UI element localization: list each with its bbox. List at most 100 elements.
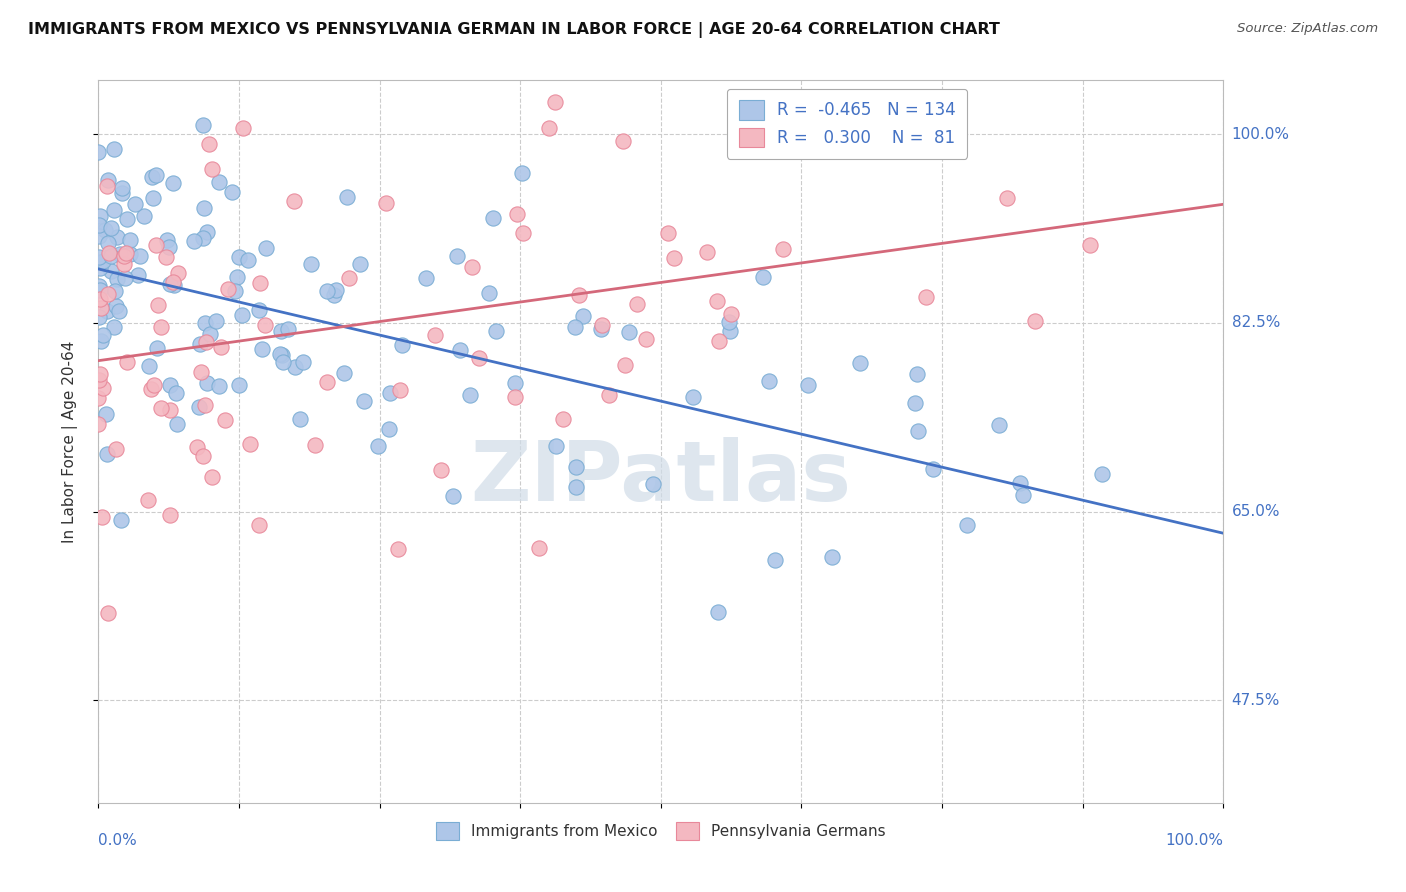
Point	[612, 134, 634, 148]
Text: Source: ZipAtlas.com: Source: ZipAtlas.com	[1237, 22, 1378, 36]
Point	[707, 334, 730, 348]
Point	[224, 284, 246, 298]
Legend: Immigrants from Mexico, Pennsylvania Germans: Immigrants from Mexico, Pennsylvania Ger…	[430, 816, 891, 846]
Point	[87, 228, 110, 243]
Point	[201, 470, 224, 484]
Point	[662, 252, 685, 266]
Point	[194, 316, 217, 330]
Text: 82.5%: 82.5%	[1232, 316, 1279, 330]
Point	[538, 120, 561, 135]
Point	[165, 386, 187, 401]
Point	[353, 393, 375, 408]
Point	[87, 250, 110, 264]
Point	[97, 235, 120, 250]
Point	[696, 245, 718, 260]
Point	[254, 241, 277, 255]
Point	[269, 347, 291, 361]
Point	[191, 449, 214, 463]
Point	[110, 513, 132, 527]
Point	[478, 285, 501, 300]
Point	[564, 460, 586, 475]
Point	[124, 197, 146, 211]
Point	[1010, 476, 1032, 491]
Point	[208, 379, 231, 393]
Point	[103, 142, 125, 156]
Point	[146, 341, 169, 355]
Point	[146, 298, 169, 312]
Point	[443, 489, 465, 503]
Point	[155, 250, 177, 264]
Point	[378, 422, 401, 436]
Point	[349, 257, 371, 271]
Point	[193, 202, 215, 216]
Point	[100, 264, 122, 278]
Point	[136, 493, 159, 508]
Point	[449, 343, 471, 358]
Point	[503, 376, 526, 391]
Point	[915, 290, 938, 304]
Point	[186, 441, 208, 455]
Point	[87, 145, 110, 159]
Point	[97, 607, 120, 621]
Point	[145, 168, 167, 182]
Point	[228, 251, 250, 265]
Point	[127, 268, 149, 282]
Point	[485, 324, 508, 338]
Point	[97, 245, 120, 260]
Point	[188, 336, 211, 351]
Point	[634, 332, 657, 346]
Point	[253, 318, 276, 332]
Point	[228, 378, 250, 392]
Point	[415, 270, 437, 285]
Point	[657, 226, 679, 240]
Point	[209, 340, 232, 354]
Point	[112, 257, 135, 271]
Point	[458, 387, 481, 401]
Point	[198, 136, 221, 151]
Point	[100, 220, 122, 235]
Point	[510, 166, 533, 180]
Point	[512, 226, 534, 240]
Point	[118, 233, 141, 247]
Point	[430, 462, 453, 476]
Point	[288, 412, 311, 426]
Point	[446, 249, 468, 263]
Point	[995, 191, 1018, 205]
Point	[159, 378, 181, 392]
Point	[643, 477, 665, 491]
Point	[271, 355, 294, 369]
Point	[90, 509, 112, 524]
Point	[849, 356, 872, 370]
Point	[292, 355, 315, 369]
Point	[166, 417, 188, 432]
Point	[87, 278, 110, 293]
Text: 65.0%: 65.0%	[1232, 504, 1279, 519]
Point	[166, 266, 188, 280]
Point	[208, 175, 231, 189]
Point	[87, 392, 110, 406]
Text: 47.5%: 47.5%	[1232, 693, 1279, 708]
Point	[614, 359, 637, 373]
Point	[191, 118, 214, 132]
Point	[162, 176, 184, 190]
Point	[527, 541, 550, 556]
Point	[115, 246, 138, 260]
Point	[591, 322, 613, 336]
Point	[270, 325, 292, 339]
Point	[132, 210, 155, 224]
Point	[231, 308, 253, 322]
Point	[156, 233, 179, 247]
Point	[378, 386, 401, 401]
Text: IMMIGRANTS FROM MEXICO VS PENNSYLVANIA GERMAN IN LABOR FORCE | AGE 20-64 CORRELA: IMMIGRANTS FROM MEXICO VS PENNSYLVANIA G…	[28, 22, 1000, 38]
Point	[232, 121, 254, 136]
Point	[598, 388, 620, 402]
Point	[718, 315, 741, 329]
Point	[97, 286, 120, 301]
Point	[89, 209, 111, 223]
Point	[114, 271, 136, 285]
Point	[105, 229, 128, 244]
Point	[461, 260, 484, 275]
Point	[112, 249, 135, 263]
Point	[922, 462, 945, 476]
Point	[96, 173, 118, 187]
